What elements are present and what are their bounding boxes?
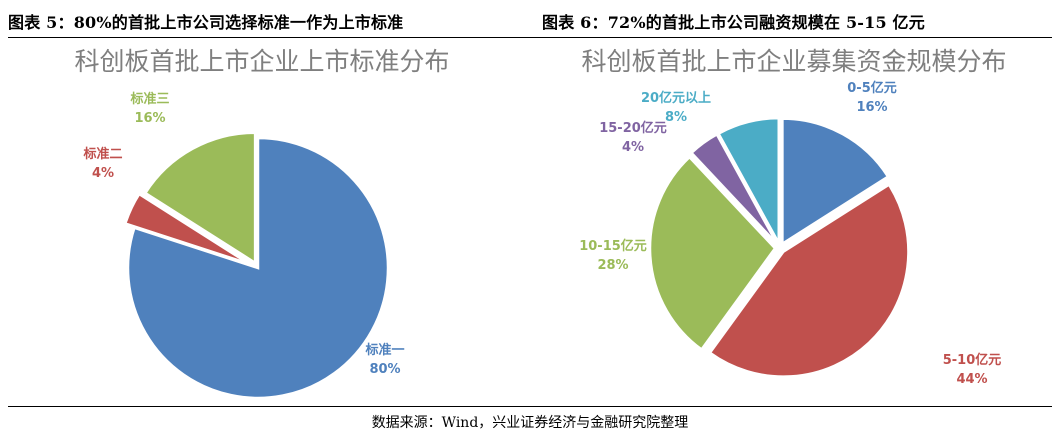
bottom-divider bbox=[8, 406, 1052, 407]
source-note: 数据来源：Wind，兴业证券经济与金融研究院整理 bbox=[371, 415, 689, 431]
slice-value-label: 28% bbox=[597, 258, 628, 273]
slice-category-label: 20亿元以上 bbox=[641, 90, 711, 106]
pie-slice bbox=[143, 131, 257, 266]
chart-title: 科创板首批上市企业上市标准分布 bbox=[74, 47, 449, 76]
pie-slice bbox=[781, 117, 890, 246]
figure-6-caption: 图表 6：72%的首批上市公司融资规模在 5-15 亿元 bbox=[542, 13, 925, 32]
slice-category-label: 5-10亿元 bbox=[943, 352, 1002, 368]
top-divider bbox=[8, 37, 1052, 38]
slice-value-label: 8% bbox=[665, 110, 687, 125]
fundraising-scale-pie-chart: 科创板首批上市企业募集资金规模分布 0-5亿元 16% 5-10亿元 44% 10-15… bbox=[579, 47, 1006, 387]
slice-value-label: 80% bbox=[369, 362, 400, 377]
slice-value-label: 44% bbox=[956, 372, 987, 387]
pie-slice bbox=[648, 155, 777, 352]
pie-slice bbox=[123, 192, 250, 265]
pie-slice bbox=[716, 116, 781, 244]
slice-category-label: 0-5亿元 bbox=[847, 80, 897, 96]
pie-slice bbox=[126, 136, 390, 400]
pie-slice bbox=[708, 182, 910, 378]
slice-category-label: 标准二 bbox=[82, 146, 122, 162]
slice-category-label: 标准一 bbox=[364, 342, 404, 358]
slice-value-label: 4% bbox=[622, 140, 644, 155]
slice-category-label: 15-20亿元 bbox=[599, 120, 667, 136]
figure-5-caption: 图表 5：80%的首批上市公司选择标准一作为上市标准 bbox=[8, 13, 404, 32]
listing-standard-pie-chart: 科创板首批上市企业上市标准分布 标准一 80% 标准二 4% 标准三 16% bbox=[74, 47, 450, 400]
pie-slice bbox=[689, 132, 779, 245]
slice-value-label: 16% bbox=[134, 111, 165, 126]
slice-value-label: 16% bbox=[856, 100, 887, 115]
slice-category-label: 标准三 bbox=[129, 91, 169, 107]
slice-category-label: 10-15亿元 bbox=[579, 238, 647, 254]
chart-title: 科创板首批上市企业募集资金规模分布 bbox=[581, 47, 1006, 76]
slice-value-label: 4% bbox=[92, 166, 114, 181]
